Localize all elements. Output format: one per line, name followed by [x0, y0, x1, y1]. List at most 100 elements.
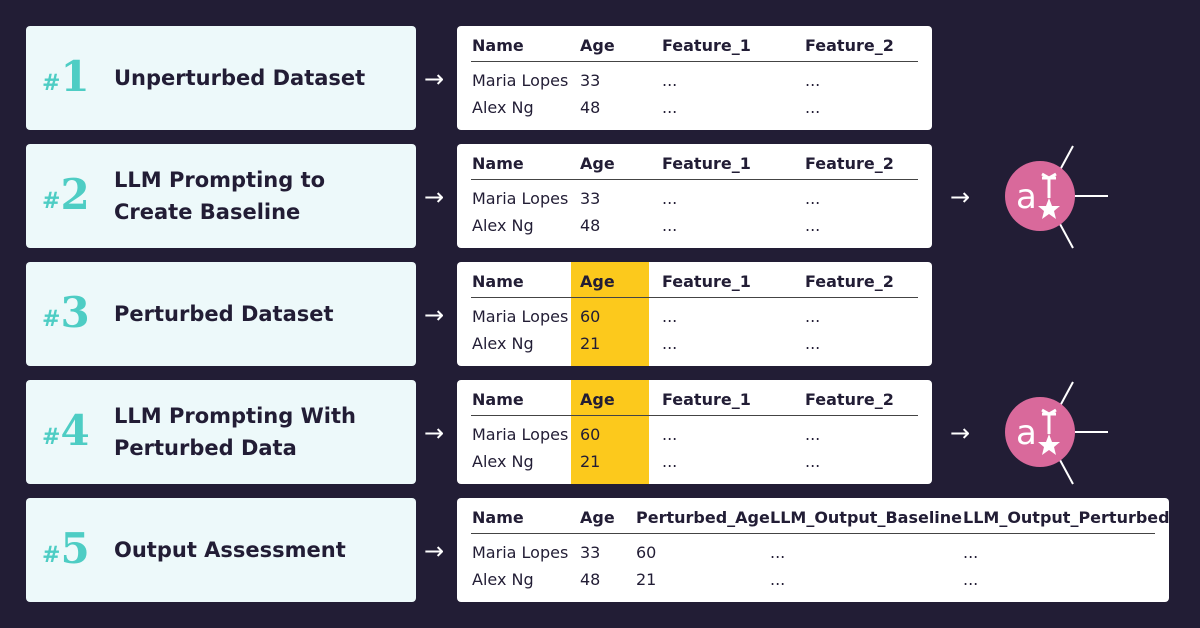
column-header: Name [472, 272, 524, 291]
hash: # [42, 70, 61, 96]
step-number: #3 [42, 292, 90, 334]
table-cell: ... [805, 71, 821, 90]
table-cell: 21 [636, 570, 657, 589]
column-header: Age [580, 390, 615, 409]
table-cell: ... [770, 543, 786, 562]
column-header: Feature_1 [662, 36, 751, 55]
ai-star-icon: a [1005, 381, 1108, 485]
table-cell: 48 [580, 570, 601, 589]
title-line: Perturbed Dataset [114, 302, 334, 326]
column-header: Feature_2 [805, 390, 894, 409]
table-cell: ... [963, 543, 979, 562]
digit: 5 [60, 524, 90, 573]
column-header: Name [472, 36, 524, 55]
column-header: Age [580, 508, 615, 527]
arrow-icon: → [950, 419, 971, 447]
table-cell: ... [805, 425, 821, 444]
digit: 3 [60, 288, 90, 337]
arrow-icon: → [424, 537, 445, 565]
header-divider [471, 297, 918, 298]
table-cell: 33 [580, 543, 601, 562]
table-cell: 48 [580, 98, 601, 117]
table-cell: Maria Lopes [472, 425, 569, 444]
svg-text:a: a [1016, 413, 1037, 453]
step-number: #1 [42, 56, 90, 98]
table-cell: 21 [580, 334, 601, 353]
step-number: #2 [42, 174, 90, 216]
table-cell: ... [662, 425, 678, 444]
column-header: Feature_1 [662, 272, 751, 291]
hash: # [42, 424, 61, 450]
table-cell: ... [662, 189, 678, 208]
hash: # [42, 306, 61, 332]
svg-text:a: a [1016, 177, 1037, 217]
table-cell: ... [662, 307, 678, 326]
title-line: Unperturbed Dataset [114, 66, 366, 90]
column-header: Name [472, 390, 524, 409]
title-line: Create Baseline [114, 200, 301, 224]
table-cell: ... [770, 570, 786, 589]
table-cell: Maria Lopes [472, 189, 569, 208]
step-title: Unperturbed Dataset [114, 62, 365, 94]
table-cell: 60 [636, 543, 657, 562]
table-cell: Alex Ng [472, 570, 534, 589]
column-header: LLM_Output_Perturbed [963, 508, 1169, 527]
column-header: Age [580, 154, 615, 173]
table-cell: ... [963, 570, 979, 589]
arrow-icon: → [950, 183, 971, 211]
step-title: Output Assessment [114, 534, 346, 566]
column-header: Age [580, 272, 615, 291]
step-number: #4 [42, 410, 90, 452]
table-cell: 48 [580, 216, 601, 235]
arrow-icon: → [424, 419, 445, 447]
column-header: Feature_2 [805, 272, 894, 291]
step-1-box: #1 Unperturbed Dataset [26, 26, 416, 130]
header-divider [471, 415, 918, 416]
step-number: #5 [42, 528, 90, 570]
table-cell: 60 [580, 425, 601, 444]
ai-star-icon: a [1005, 145, 1108, 249]
hash: # [42, 542, 61, 568]
highlight-column [571, 262, 649, 366]
table-cell: ... [805, 189, 821, 208]
title-line: Perturbed Data [114, 436, 297, 460]
header-divider [471, 533, 1155, 534]
column-header: Feature_2 [805, 36, 894, 55]
hash: # [42, 188, 61, 214]
table-cell: ... [805, 452, 821, 471]
step-3-box: #3 Perturbed Dataset [26, 262, 416, 366]
column-header: Feature_2 [805, 154, 894, 173]
column-header: Name [472, 508, 524, 527]
column-header: Feature_1 [662, 154, 751, 173]
step-5-box: #5 Output Assessment [26, 498, 416, 602]
table-cell: ... [805, 307, 821, 326]
digit: 4 [60, 406, 90, 455]
title-line: Output Assessment [114, 538, 346, 562]
step-2-box: #2 LLM Prompting to Create Baseline [26, 144, 416, 248]
table-cell: Alex Ng [472, 452, 534, 471]
column-header: Perturbed_Age [636, 508, 770, 527]
step-4-box: #4 LLM Prompting With Perturbed Data [26, 380, 416, 484]
table-cell: ... [662, 216, 678, 235]
digit: 1 [60, 52, 90, 101]
table-cell: Maria Lopes [472, 543, 569, 562]
step-title: LLM Prompting With Perturbed Data [114, 400, 356, 464]
table-2: Name Age Feature_1 Feature_2 Maria Lopes 33..… [457, 144, 932, 248]
digit: 2 [60, 170, 90, 219]
step-title: LLM Prompting to Create Baseline [114, 164, 325, 228]
table-cell: Maria Lopes [472, 307, 569, 326]
table-5: Name Age Perturbed_Age LLM_Output_Baseline L… [457, 498, 1169, 602]
header-divider [471, 179, 918, 180]
table-cell: 33 [580, 189, 601, 208]
table-cell: ... [805, 216, 821, 235]
table-1: Name Age Feature_1 Feature_2 Maria Lopes 33..… [457, 26, 932, 130]
step-title: Perturbed Dataset [114, 298, 334, 330]
table-cell: ... [662, 334, 678, 353]
table-cell: Alex Ng [472, 334, 534, 353]
table-3: Name Age Feature_1 Feature_2 Maria Lopes 60..… [457, 262, 932, 366]
arrow-icon: → [424, 65, 445, 93]
table-cell: Alex Ng [472, 216, 534, 235]
table-cell: Alex Ng [472, 98, 534, 117]
title-line: LLM Prompting to [114, 168, 326, 192]
table-cell: ... [805, 98, 821, 117]
